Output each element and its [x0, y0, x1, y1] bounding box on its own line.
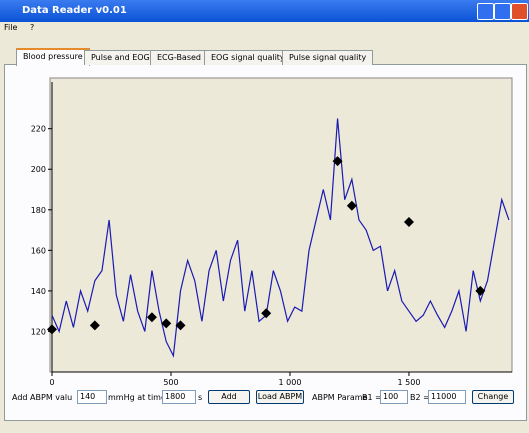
label: s: [198, 393, 203, 402]
plot-area: [49, 77, 513, 373]
spin-box[interactable]: 11000: [428, 390, 466, 404]
close-button[interactable]: [511, 3, 528, 20]
x-tick-label: 0: [49, 378, 54, 387]
x-tick-label: 1 000: [279, 378, 302, 387]
x-tick-label: 500: [163, 378, 178, 387]
abpm-marker: [89, 320, 100, 331]
abpm-marker: [346, 200, 357, 211]
y-tick-label: 220: [31, 125, 46, 134]
abpm-marker: [475, 285, 486, 296]
label: ABPM Parame: [312, 393, 368, 402]
y-tick-label: 180: [31, 206, 46, 215]
menu-bar: File ?: [4, 23, 44, 32]
label: mmHg at time :: [108, 393, 172, 402]
minimize-button[interactable]: [477, 3, 494, 20]
spin-box[interactable]: 1800: [162, 390, 196, 404]
signal-line: [51, 118, 510, 358]
change-button[interactable]: Change: [472, 390, 514, 404]
menu-item[interactable]: ?: [29, 23, 35, 32]
load-button[interactable]: Load ABPM: [256, 390, 304, 404]
tab[interactable]: Pulse signal quality: [282, 50, 374, 65]
label: B2 =: [410, 393, 430, 402]
window-title: Data Reader v0.01: [22, 5, 127, 16]
abpm-marker: [332, 156, 343, 167]
spin-box[interactable]: 140: [77, 390, 107, 404]
x-tick-label: 1 500: [398, 378, 421, 387]
y-tick-label: 160: [31, 246, 46, 255]
label: Add ABPM valu: [12, 393, 73, 402]
y-tick-label: 120: [31, 327, 46, 336]
spin-box[interactable]: 100: [380, 390, 408, 404]
abpm-marker: [161, 318, 172, 329]
menu-item[interactable]: File: [4, 23, 18, 32]
maximize-button[interactable]: [494, 3, 511, 20]
add-button[interactable]: Add: [208, 390, 250, 404]
abpm-marker: [146, 312, 157, 323]
abpm-marker: [47, 324, 57, 335]
y-tick-label: 140: [31, 287, 46, 296]
abpm-marker: [175, 320, 186, 331]
abpm-marker: [403, 216, 414, 227]
title-bar: Data Reader v0.01: [0, 0, 529, 22]
y-tick-label: 200: [31, 165, 46, 174]
abpm-marker: [261, 308, 272, 319]
label: B1 =: [362, 393, 382, 402]
